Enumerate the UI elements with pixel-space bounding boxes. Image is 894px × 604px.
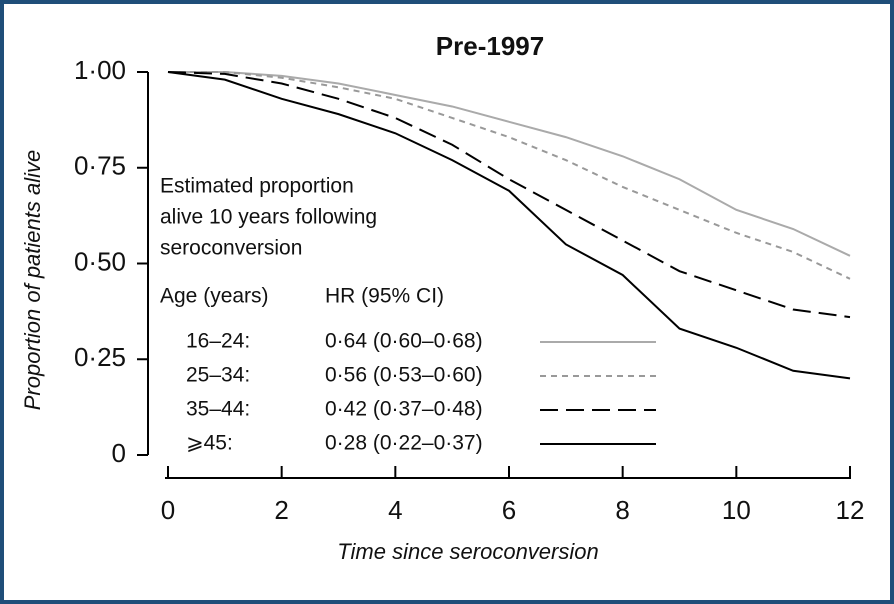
x-tick-label: 8 [615,495,629,525]
y-tick-label: 1·00 [74,55,126,85]
x-tick-label: 10 [722,495,751,525]
y-tick-label: 0·50 [74,246,126,276]
legend-hr: 0·64 (0·60–0·68) [325,330,483,353]
legend-title: alive 10 years following [160,206,377,229]
survival-curve [168,71,851,280]
survival-curve [168,71,851,257]
legend-title: seroconversion [160,237,302,260]
legend-hr: 0·42 (0·37–0·48) [325,398,483,421]
y-tick-label: 0 [112,438,126,468]
legend-label: 25–34: [186,364,250,387]
legend-hr: 0·28 (0·22–0·37) [325,432,483,455]
legend-label: 16–24: [186,330,250,353]
y-tick-label: 0·25 [74,342,126,372]
legend-title: Estimated proportion [160,175,354,198]
legend-label: 35–44: [186,398,250,421]
x-tick-label: 6 [502,495,516,525]
x-tick-label: 4 [388,495,402,525]
chart-title: Pre-1997 [436,31,544,61]
x-tick-label: 2 [274,495,288,525]
survival-curve [167,71,851,319]
x-tick-label: 0 [161,495,175,525]
x-axis-label: Time since seroconversion [337,539,598,564]
y-tick-label: 0·75 [74,151,126,181]
legend-header: HR (95% CI) [325,285,444,308]
legend-label: ⩾45: [186,432,233,455]
x-tick-label: 12 [836,495,865,525]
legend-header: Age (years) [160,285,269,308]
survival-curve [167,71,851,380]
y-axis-label: Proportion of patients alive [20,150,45,411]
legend-hr: 0·56 (0·53–0·60) [325,364,483,387]
